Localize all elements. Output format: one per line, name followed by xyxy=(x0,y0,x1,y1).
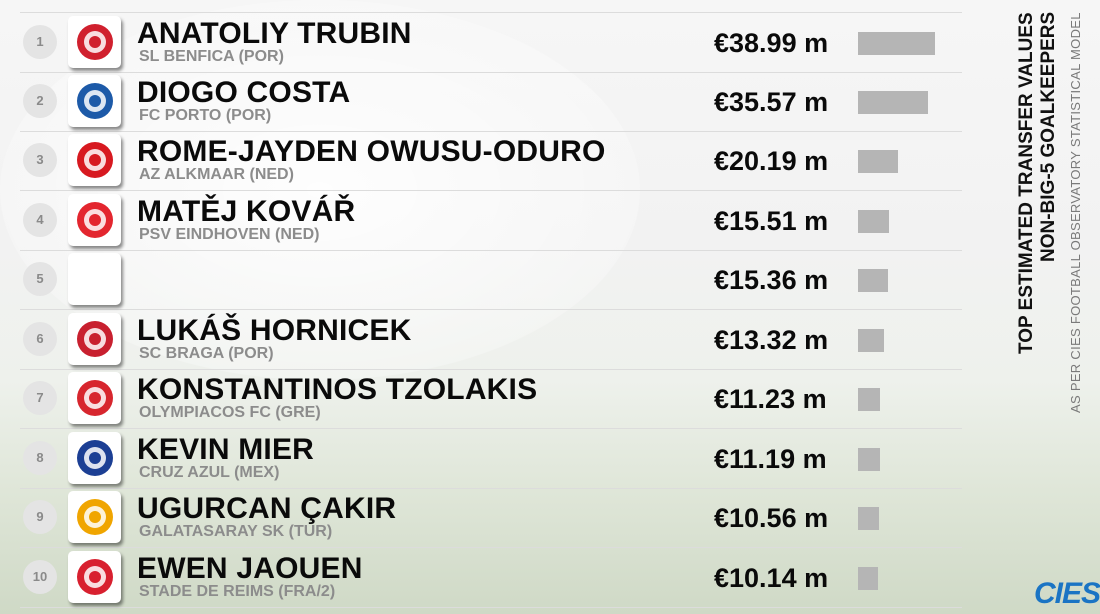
braga-crest-icon xyxy=(68,312,121,365)
rank-badge: 6 xyxy=(23,321,57,356)
table-row: 7 KONSTANTINOS TZOLAKIS OLYMPIACOS FC (GRE… xyxy=(20,369,962,429)
table-row: 6 LUKÁŠ HORNICEK SC BRAGA (POR) €13.32 m xyxy=(20,310,962,370)
porto-crest-icon xyxy=(68,74,121,127)
club-name: OLYMPIACOS FC (GRE) xyxy=(139,404,321,421)
value-bar xyxy=(858,566,878,590)
club-name: SC BRAGA (POR) xyxy=(139,344,274,362)
table-row: 4 MATĚJ KOVÁŘ PSV EINDHOVEN (NED) €15.51 m xyxy=(20,191,962,251)
rank-badge: 2 xyxy=(23,83,57,118)
player-name: LUKÁŠ HORNICEK xyxy=(137,313,412,347)
galatasaray-crest-icon xyxy=(68,491,121,543)
chart-subtitle: AS PER CIES FOOTBALL OBSERVATORY STATIST… xyxy=(1068,12,1083,413)
rank-badge: 5 xyxy=(23,262,57,296)
player-name: ANATOLIY TRUBIN xyxy=(137,17,412,50)
value-bar xyxy=(858,269,889,292)
value-bar xyxy=(858,150,898,173)
player-name: KONSTANTINOS TZOLAKIS xyxy=(137,373,538,406)
player-name: MATĚJ KOVÁŘ xyxy=(137,194,356,228)
club-name: SL BENFICA (POR) xyxy=(139,48,284,65)
value-bar xyxy=(858,90,929,114)
rank-badge: 10 xyxy=(23,559,57,594)
cies-logo: CIES xyxy=(1034,577,1100,610)
table-row: 8 KEVIN MIER CRUZ AZUL (MEX) €11.19 m xyxy=(20,429,962,489)
value-bar xyxy=(858,447,881,471)
rank-badge: 9 xyxy=(23,500,57,534)
table-row: 3 ROME-JAYDEN OWUSU-ODURO AZ ALKMAAR (NED)… xyxy=(20,131,962,191)
table-row: 5 €15.36 m xyxy=(20,250,962,310)
cruz-azul-crest-icon xyxy=(68,431,121,484)
table-row: 2 DIOGO COSTA FC PORTO (POR) €35.57 m xyxy=(20,72,962,132)
value-label: €11.19 m xyxy=(714,443,827,474)
value-label: €35.57 m xyxy=(714,86,829,117)
club-name: STADE DE REIMS (FRA/2) xyxy=(139,582,336,600)
value-bar xyxy=(858,209,889,233)
table-row: 1 ANATOLIY TRUBIN SL BENFICA (POR) €38.99 m xyxy=(20,12,962,73)
club-name: CRUZ AZUL (MEX) xyxy=(139,463,280,481)
club-name: AZ ALKMAAR (NED) xyxy=(139,166,294,183)
rank-badge: 4 xyxy=(23,202,57,237)
rank-badge: 1 xyxy=(23,25,57,59)
player-name: KEVIN MIER xyxy=(137,432,315,466)
table-row: 10 EWEN JAOUEN STADE DE REIMS (FRA/2) €10.1… xyxy=(20,548,962,608)
value-label: €15.36 m xyxy=(714,265,829,295)
table-row: 9 UGURCAN ÇAKIR GALATASARAY SK (TUR) €10.56… xyxy=(20,488,962,548)
chart-title: TOP ESTIMATED TRANSFER VALUES NON-BIG-5 … xyxy=(1016,12,1060,378)
value-label: €38.99 m xyxy=(714,28,829,58)
value-label: €13.32 m xyxy=(714,324,829,355)
benfica-crest-icon xyxy=(68,16,121,68)
value-bar xyxy=(858,328,885,352)
title-line-1: TOP ESTIMATED TRANSFER VALUES xyxy=(1016,12,1037,354)
club-name: GALATASARAY SK (TUR) xyxy=(139,523,333,540)
rank-badge: 3 xyxy=(23,143,57,177)
title-line-2: NON-BIG-5 GOALKEEPERS xyxy=(1038,12,1059,263)
value-label: €10.56 m xyxy=(714,503,829,533)
player-name: DIOGO COSTA xyxy=(137,75,351,109)
player-name: EWEN JAOUEN xyxy=(137,551,363,585)
club-logo-blank xyxy=(68,253,121,305)
olympiacos-crest-icon xyxy=(68,372,121,424)
value-bar xyxy=(858,507,879,530)
value-label: €10.14 m xyxy=(714,562,829,593)
az-crest-icon xyxy=(68,134,121,186)
rank-badge: 7 xyxy=(23,381,57,415)
club-name: FC PORTO (POR) xyxy=(139,106,272,124)
club-name: PSV EINDHOVEN (NED) xyxy=(139,225,320,243)
psv-crest-icon xyxy=(68,193,121,246)
value-label: €11.23 m xyxy=(714,384,827,414)
value-bar xyxy=(858,32,935,55)
player-name: ROME-JAYDEN OWUSU-ODURO xyxy=(137,135,606,168)
rank-badge: 8 xyxy=(23,440,57,475)
reims-crest-icon xyxy=(68,550,121,603)
player-name: UGURCAN ÇAKIR xyxy=(137,492,397,525)
value-bar xyxy=(858,388,881,411)
value-label: €15.51 m xyxy=(714,205,829,236)
value-label: €20.19 m xyxy=(714,146,829,176)
